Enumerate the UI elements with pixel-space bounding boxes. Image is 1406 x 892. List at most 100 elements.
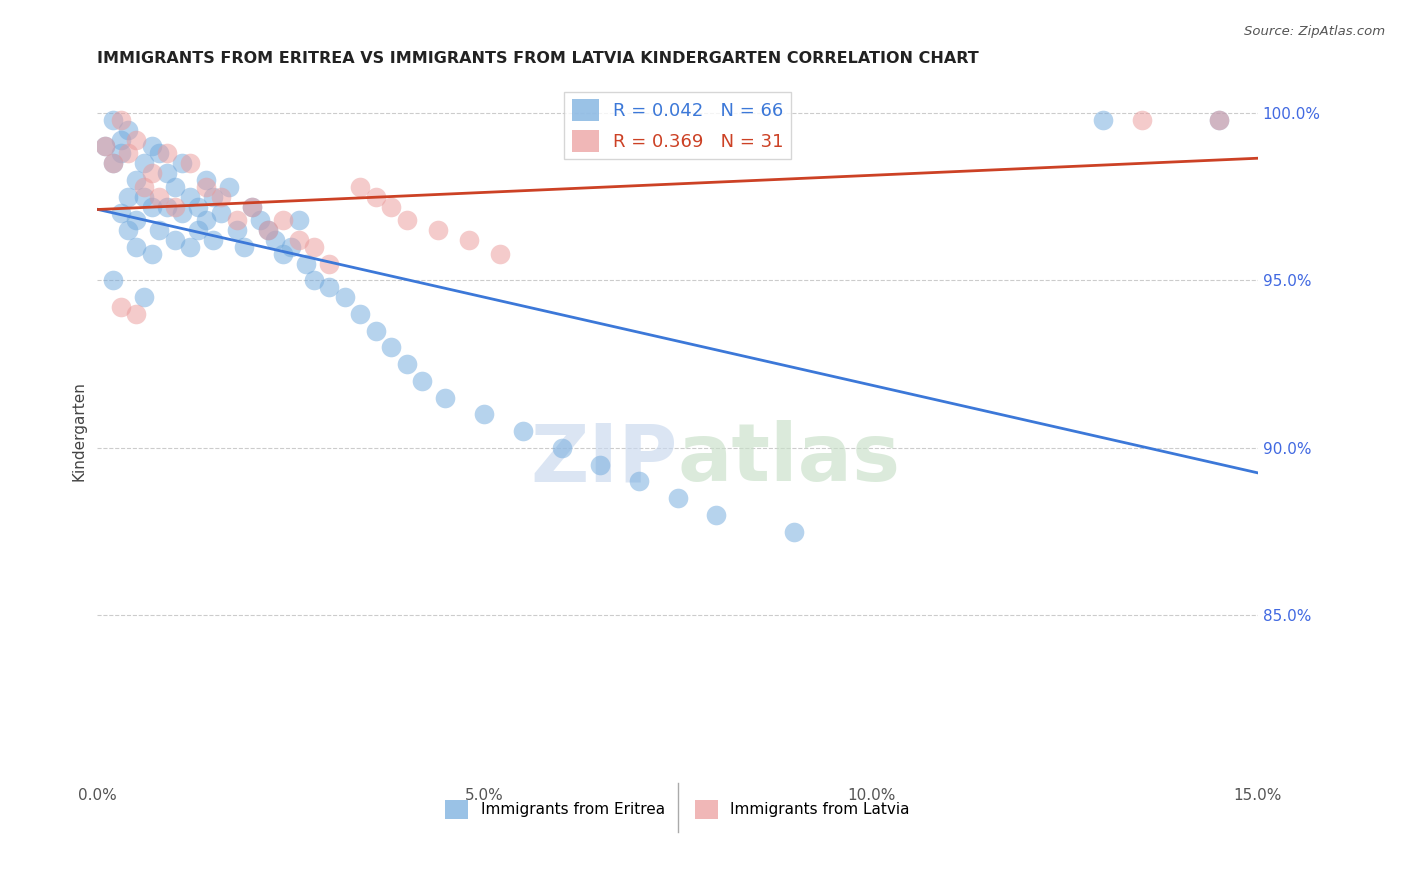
Point [225,213,247,227]
Y-axis label: Kindergarten: Kindergarten [72,381,86,481]
Point [117,122,139,136]
Point [1092,112,1115,127]
Point [194,179,217,194]
Point [94,139,117,153]
Point [194,173,217,187]
Text: ZIP: ZIP [530,420,678,499]
Point [117,223,139,237]
Point [94,139,117,153]
Point [117,146,139,161]
Point [1208,112,1230,127]
Point [280,240,302,254]
Point [110,300,132,314]
Point [163,179,186,194]
Point [132,189,155,203]
Point [141,246,163,260]
Point [132,156,155,170]
Point [550,441,572,455]
Point [225,223,247,237]
Point [295,257,318,271]
Point [233,240,256,254]
Point [132,179,155,194]
Point [172,206,194,220]
Point [125,213,148,227]
Point [125,240,148,254]
Point [249,213,271,227]
Point [395,213,418,227]
Point [187,200,209,214]
Point [333,290,356,304]
Point [194,213,217,227]
Point [156,166,179,180]
Point [349,307,371,321]
Point [302,273,325,287]
Point [488,246,510,260]
Point [156,200,179,214]
Point [141,166,163,180]
Point [101,273,124,287]
Point [141,200,163,214]
Point [110,206,132,220]
Point [132,290,155,304]
Point [627,475,650,489]
Point [318,257,340,271]
Point [101,156,124,170]
Point [457,233,479,247]
Point [209,206,232,220]
Point [256,223,278,237]
Point [209,189,232,203]
Point [125,173,148,187]
Point [512,424,534,438]
Legend: Immigrants from Eritrea, Immigrants from Latvia: Immigrants from Eritrea, Immigrants from… [439,794,915,825]
Point [1208,112,1230,127]
Point [380,340,402,354]
Point [271,246,294,260]
Point [318,280,340,294]
Point [125,307,148,321]
Point [218,179,240,194]
Point [163,233,186,247]
Point [395,357,418,371]
Point [364,324,387,338]
Point [380,200,402,214]
Point [589,458,612,472]
Point [117,189,139,203]
Point [256,223,278,237]
Point [240,200,263,214]
Point [172,156,194,170]
Point [1130,112,1153,127]
Point [110,112,132,127]
Point [125,133,148,147]
Point [240,200,263,214]
Point [148,223,170,237]
Point [271,213,294,227]
Point [202,233,225,247]
Point [110,133,132,147]
Point [434,391,457,405]
Text: IMMIGRANTS FROM ERITREA VS IMMIGRANTS FROM LATVIA KINDERGARTEN CORRELATION CHART: IMMIGRANTS FROM ERITREA VS IMMIGRANTS FR… [97,51,979,66]
Point [782,524,804,539]
Point [349,179,371,194]
Text: Source: ZipAtlas.com: Source: ZipAtlas.com [1244,25,1385,38]
Point [704,508,727,522]
Point [202,189,225,203]
Point [141,139,163,153]
Point [364,189,387,203]
Text: atlas: atlas [678,420,901,499]
Point [163,200,186,214]
Point [264,233,287,247]
Point [411,374,433,388]
Point [287,213,309,227]
Point [148,189,170,203]
Point [179,156,201,170]
Point [179,189,201,203]
Point [156,146,179,161]
Point [287,233,309,247]
Point [302,240,325,254]
Point [148,146,170,161]
Point [426,223,449,237]
Point [187,223,209,237]
Point [110,146,132,161]
Point [472,408,495,422]
Point [101,112,124,127]
